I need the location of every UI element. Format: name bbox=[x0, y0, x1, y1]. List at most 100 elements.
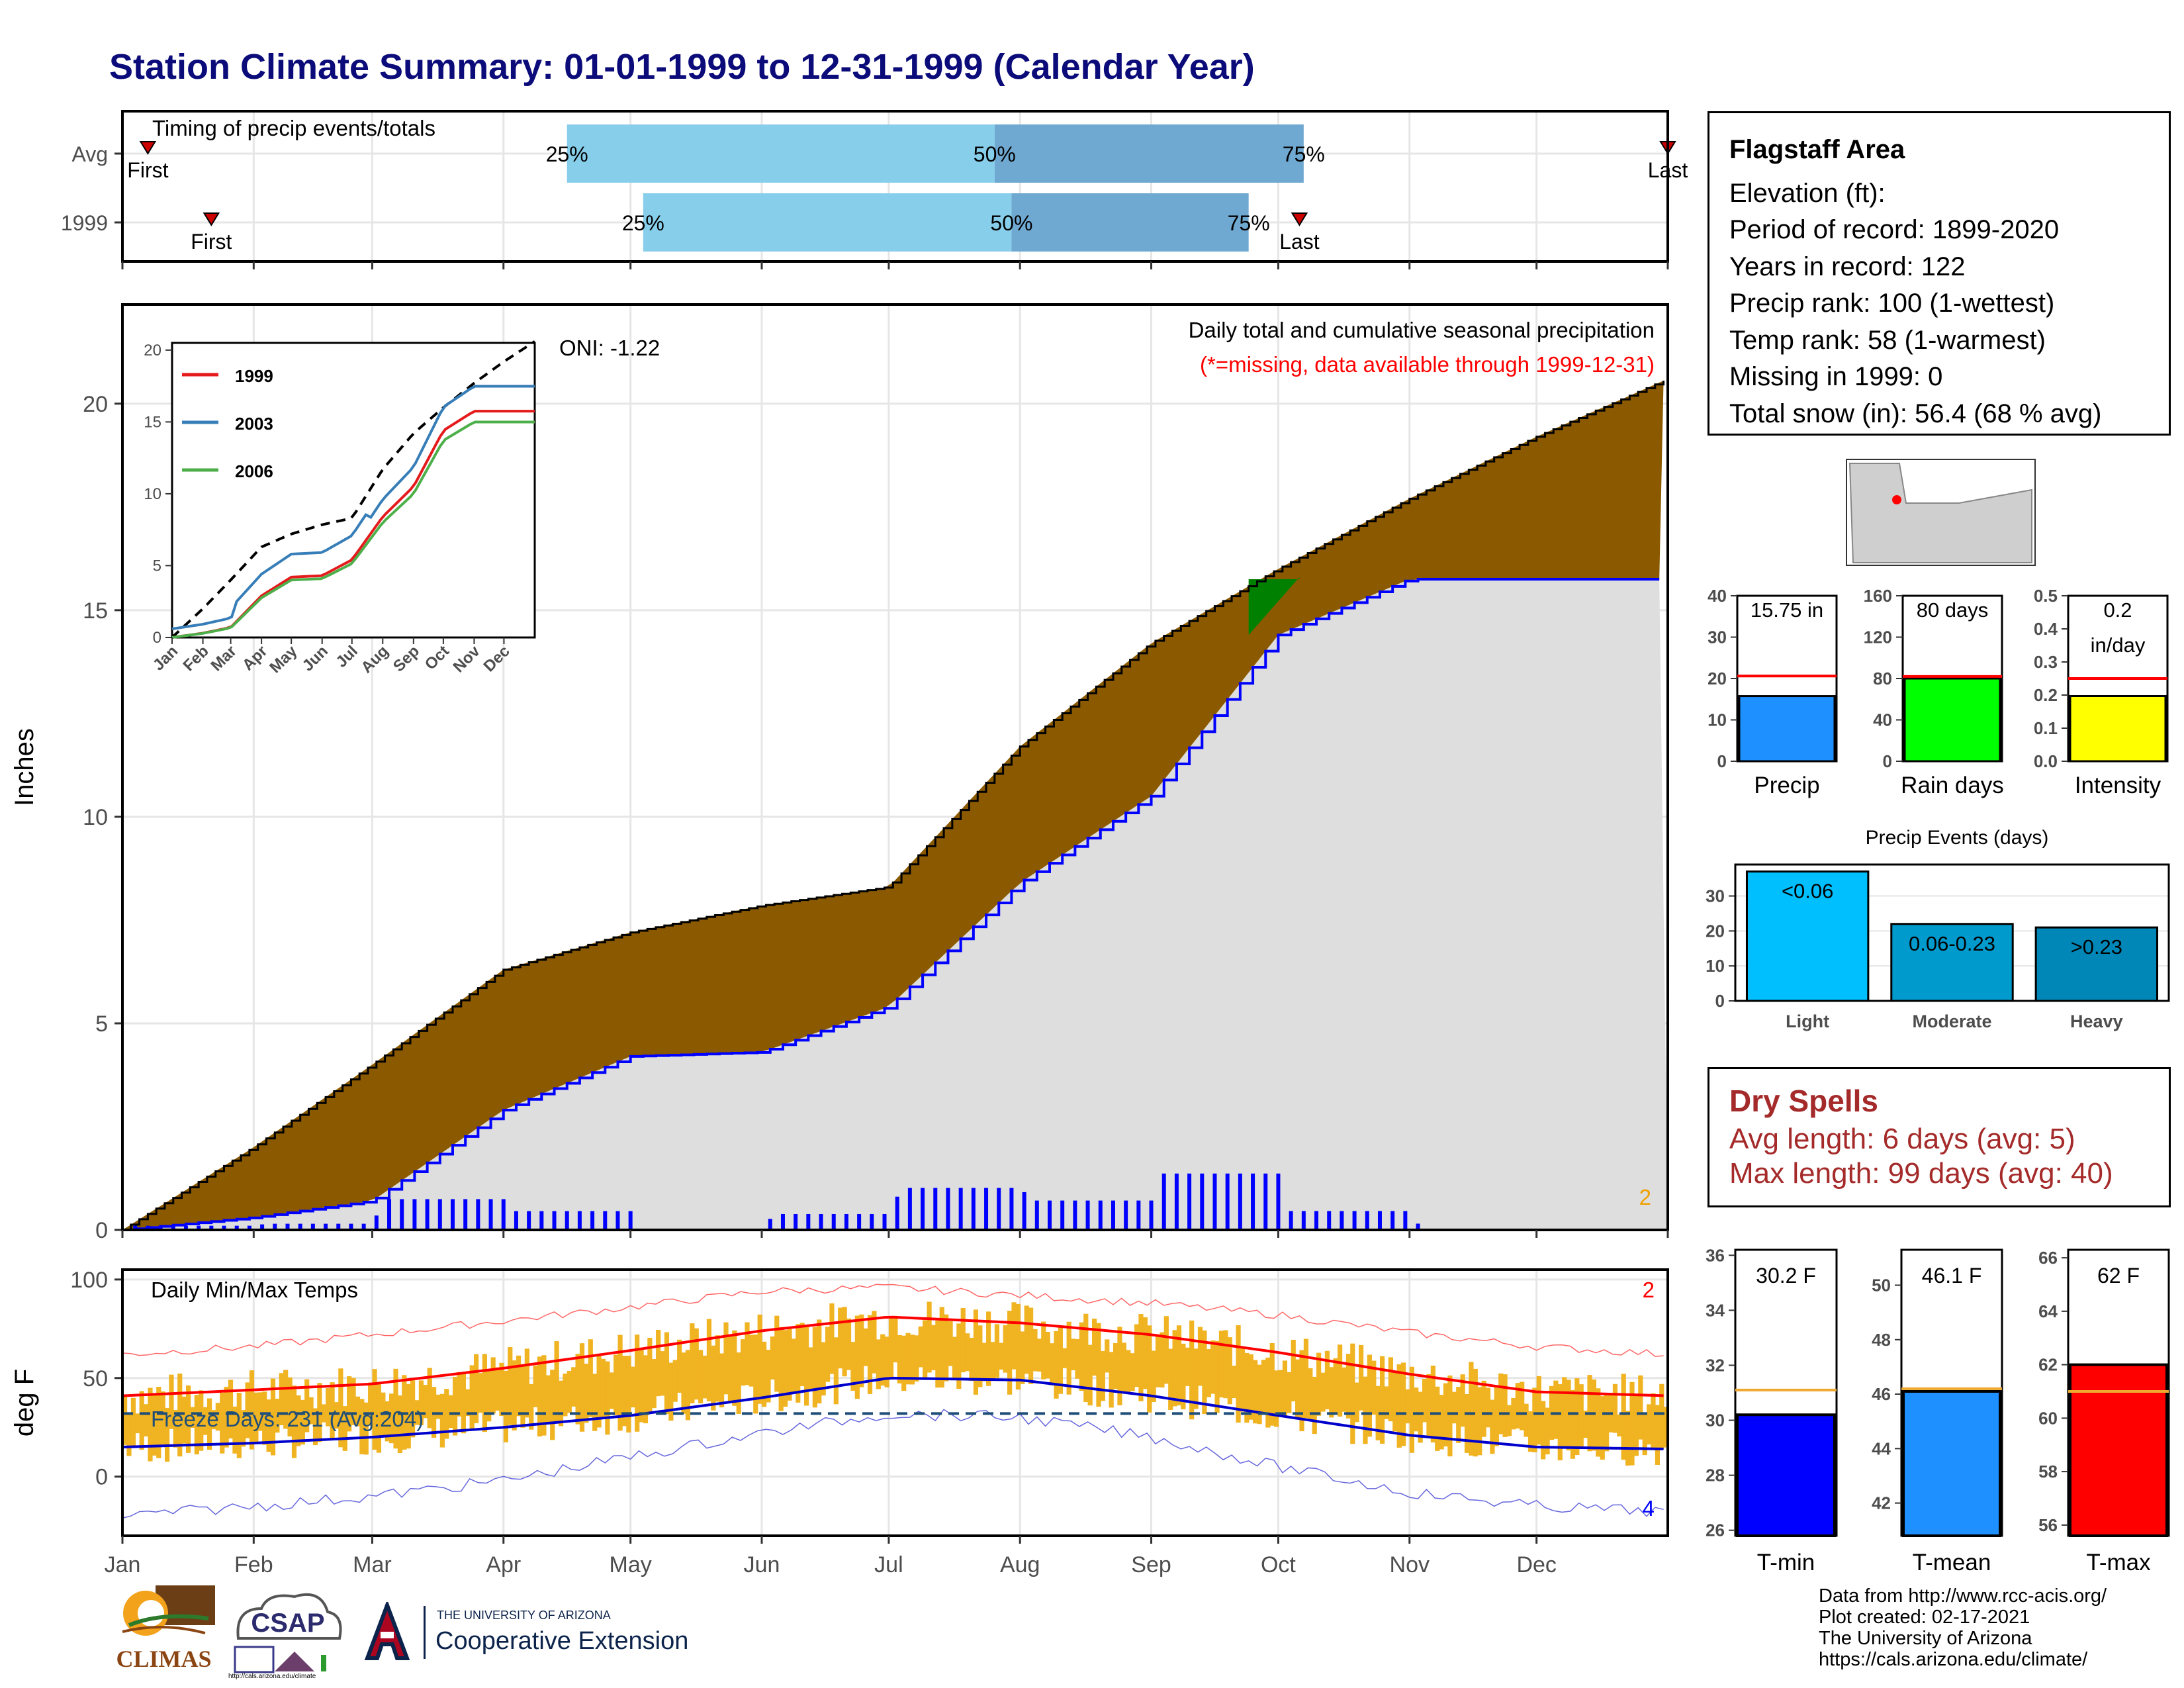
daily-temp-bar bbox=[1583, 1411, 1588, 1438]
temp-bar-ytick-label: 62 bbox=[2038, 1355, 2058, 1375]
daily-temp-bar bbox=[838, 1307, 843, 1369]
daily-temp-bar bbox=[1439, 1395, 1444, 1450]
daily-temp-bar bbox=[206, 1398, 212, 1450]
month-label: Jan bbox=[105, 1552, 141, 1577]
dry-spells-title: Dry Spells bbox=[1729, 1084, 1878, 1118]
ua-line-1: THE UNIVERSITY OF ARIZONA bbox=[437, 1609, 611, 1622]
daily-temp-bar bbox=[698, 1350, 704, 1403]
daily-temp-bar bbox=[901, 1335, 907, 1391]
daily-temp-bar bbox=[236, 1393, 242, 1458]
daily-temp-bar bbox=[537, 1356, 543, 1436]
daily-temp-bar bbox=[363, 1402, 369, 1455]
timing-last-label: Last bbox=[1279, 230, 1320, 254]
daily-temp-bar bbox=[825, 1327, 831, 1382]
daily-temp-bar bbox=[1422, 1379, 1428, 1423]
daily-temp-bar bbox=[914, 1335, 919, 1382]
normal-max-line bbox=[122, 1315, 1664, 1397]
daily-temp-bar bbox=[1155, 1335, 1161, 1387]
daily-precip-bar bbox=[857, 1213, 862, 1230]
daily-temp-bar bbox=[190, 1407, 195, 1428]
precip-missing-note: (*=missing, data available through 1999-… bbox=[1200, 352, 1655, 377]
daily-temp-bar bbox=[960, 1308, 966, 1373]
temp-bar-ytick-label: 46 bbox=[1872, 1384, 1891, 1404]
daily-temp-bar bbox=[1130, 1353, 1135, 1391]
temp-panel: Daily Min/Max Temps Freeze Days: 231 (Avg… bbox=[10, 1268, 1669, 1577]
events-category-label: Heavy bbox=[2070, 1011, 2123, 1031]
daily-temp-bar bbox=[621, 1356, 627, 1427]
precip-ylabel: Inches bbox=[10, 728, 39, 806]
daily-temp-bar bbox=[787, 1329, 792, 1401]
daily-temp-bar bbox=[812, 1327, 817, 1408]
daily-temp-bar bbox=[1066, 1321, 1071, 1395]
daily-temp-bar bbox=[694, 1328, 699, 1400]
temp-bar-label: 62 F bbox=[2097, 1264, 2140, 1288]
daily-temp-bar bbox=[444, 1389, 449, 1439]
daily-precip-bar bbox=[819, 1213, 823, 1230]
temp-bar-name: T-max bbox=[2086, 1550, 2151, 1575]
daily-temp-bar bbox=[1265, 1357, 1271, 1428]
daily-temp-bar bbox=[376, 1383, 382, 1453]
daily-temp-bar bbox=[893, 1315, 898, 1363]
daily-temp-bar bbox=[308, 1397, 314, 1425]
daily-precip-bar bbox=[1200, 1173, 1205, 1230]
daily-temp-bar bbox=[1633, 1395, 1639, 1456]
daily-precip-bar bbox=[1289, 1211, 1293, 1230]
daily-temp-bar bbox=[439, 1393, 445, 1448]
daily-temp-bar bbox=[990, 1342, 995, 1380]
daily-temp-bar bbox=[351, 1378, 356, 1425]
daily-temp-bar bbox=[1218, 1331, 1224, 1398]
daily-temp-bar bbox=[639, 1347, 644, 1423]
daily-temp-bar bbox=[1663, 1407, 1668, 1448]
daily-temp-bar bbox=[1147, 1325, 1152, 1413]
daily-precip-bar bbox=[780, 1213, 785, 1230]
dry-spells-box: Dry Spells Avg length: 6 days (avg: 5) M… bbox=[1707, 1067, 2171, 1207]
daily-precip-bar bbox=[1048, 1200, 1052, 1230]
daily-precip-bar bbox=[1111, 1200, 1115, 1230]
daily-temp-bar bbox=[660, 1351, 665, 1396]
daily-precip-bar bbox=[565, 1211, 569, 1230]
month-label: Jul bbox=[874, 1552, 903, 1577]
daily-temp-bar bbox=[668, 1362, 674, 1421]
credit-line: Data from http://www.rcc-acis.org/ bbox=[1819, 1585, 2107, 1607]
daily-precip-bar bbox=[1263, 1173, 1268, 1230]
daily-temp-bar bbox=[1591, 1379, 1597, 1451]
summary-bar bbox=[2069, 695, 2167, 763]
daily-temp-bar bbox=[291, 1385, 297, 1458]
daily-temp-bar bbox=[1109, 1352, 1114, 1408]
ua-a-icon bbox=[364, 1599, 410, 1660]
daily-temp-bar bbox=[1320, 1372, 1326, 1412]
daily-precip-bar bbox=[1276, 1173, 1281, 1230]
daily-temp-bar bbox=[126, 1412, 132, 1456]
daily-temp-bar bbox=[685, 1350, 691, 1421]
daily-temp-bar bbox=[1604, 1394, 1610, 1452]
timing-marker bbox=[1291, 212, 1308, 226]
daily-temp-bar bbox=[626, 1356, 631, 1433]
daily-temp-bar bbox=[741, 1339, 746, 1386]
daily-temp-bar bbox=[1324, 1350, 1330, 1409]
temp-bar-ytick-label: 32 bbox=[1706, 1355, 1725, 1375]
daily-temp-bar bbox=[579, 1343, 585, 1432]
daily-temp-bar bbox=[1257, 1364, 1262, 1425]
daily-temp-bar bbox=[584, 1364, 589, 1423]
daily-temp-bar bbox=[1240, 1348, 1246, 1412]
daily-temp-bar bbox=[1138, 1314, 1144, 1401]
daily-temp-bar bbox=[1142, 1317, 1148, 1389]
temp-bar-ytick-label: 44 bbox=[1872, 1438, 1891, 1458]
daily-temp-bar bbox=[393, 1368, 398, 1449]
summary-ytick-label: 0.0 bbox=[2034, 751, 2058, 771]
daily-temp-bar bbox=[1032, 1329, 1038, 1372]
summary-bar-label: 15.75 in bbox=[1751, 598, 1823, 622]
page-title: Station Climate Summary: 01-01-1999 to 1… bbox=[109, 47, 1255, 87]
temp-title: Daily Min/Max Temps bbox=[151, 1278, 358, 1302]
daily-precip-bar bbox=[806, 1213, 811, 1230]
daily-precip-bar bbox=[146, 1225, 150, 1230]
daily-temp-bar bbox=[1160, 1332, 1165, 1388]
daily-temp-bar bbox=[664, 1332, 670, 1415]
daily-temp-bar bbox=[727, 1335, 733, 1402]
daily-precip-bar bbox=[183, 1225, 188, 1230]
month-label: May bbox=[610, 1552, 652, 1577]
info-missing: Missing in 1999: 0 bbox=[1729, 362, 1943, 391]
temp-bar-ytick-label: 58 bbox=[2038, 1462, 2058, 1481]
timing-p75-label: 75% bbox=[1283, 142, 1325, 166]
